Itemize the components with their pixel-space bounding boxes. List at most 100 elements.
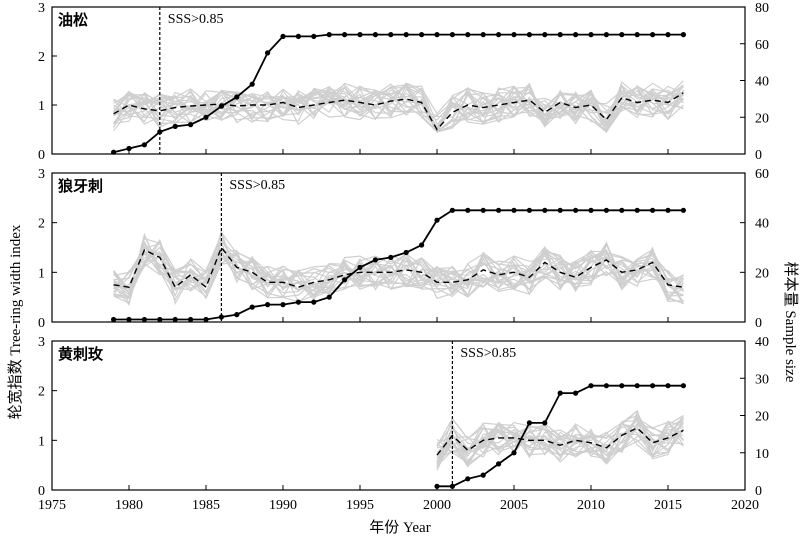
individual-series-group xyxy=(113,80,684,134)
sample-size-point xyxy=(573,207,579,213)
sample-size-point xyxy=(172,123,178,129)
y-left-tick-label: 3 xyxy=(38,167,45,182)
individual-series-line xyxy=(113,234,684,304)
sample-size-point xyxy=(342,277,348,283)
individual-series-line xyxy=(113,80,684,131)
sample-size-point xyxy=(218,314,224,320)
sample-size-point xyxy=(111,316,117,323)
individual-series-group xyxy=(436,409,684,471)
sample-size-point xyxy=(265,50,271,56)
sample-size-point xyxy=(157,316,163,323)
sample-size-point xyxy=(680,31,687,38)
sample-size-point xyxy=(372,31,378,38)
sample-size-point xyxy=(280,302,286,308)
y-right-tick-label: 20 xyxy=(755,111,769,126)
sample-size-point xyxy=(557,207,563,213)
sample-size-point xyxy=(295,33,301,40)
y-axis-left-label: 轮宽指数 Tree-ring width index xyxy=(7,224,24,419)
panels: SSS>0.85油松0123020406080SSS>0.85狼牙刺012302… xyxy=(38,1,769,499)
sample-size-point xyxy=(634,383,640,389)
x-tick-label: 1975 xyxy=(38,498,66,513)
sample-size-point xyxy=(665,207,671,213)
x-tick-label: 2020 xyxy=(731,498,759,513)
y-right-tick-label: 40 xyxy=(755,335,769,350)
sample-size-point xyxy=(480,472,486,478)
sample-size-point xyxy=(526,31,533,38)
y-right-tick-label: 40 xyxy=(755,217,769,232)
sample-size-point xyxy=(603,207,610,213)
individual-series-line xyxy=(113,238,684,302)
sample-size-point xyxy=(465,476,471,482)
sample-size-point xyxy=(249,81,255,87)
x-tick-label: 1985 xyxy=(192,498,220,513)
panel-species-label: 黄刺玫 xyxy=(58,345,104,363)
y-left-tick-label: 0 xyxy=(38,148,45,163)
x-axis: 1975 1980 1985 1990 1995 2000 2005 2010 2015 2020 xyxy=(38,498,759,513)
sample-size-point xyxy=(342,31,348,38)
x-tick-label: 2000 xyxy=(423,498,451,513)
y-right-tick-label: 80 xyxy=(755,1,769,16)
sample-size-point xyxy=(665,383,671,389)
x-tick-label: 1990 xyxy=(269,498,297,513)
individual-series-line xyxy=(113,245,684,305)
individual-series-line xyxy=(436,425,684,466)
sample-size-point xyxy=(357,264,363,270)
y-right-tick-label: 60 xyxy=(755,38,769,53)
sample-size-point xyxy=(403,31,409,38)
sample-size-point xyxy=(126,145,132,152)
sample-size-point xyxy=(557,31,563,38)
sample-size-point xyxy=(542,420,548,426)
y-right-tick-label: 30 xyxy=(755,372,769,387)
sample-size-point xyxy=(588,383,594,389)
sample-size-point xyxy=(511,450,517,456)
panel-2: SSS>0.85 狼牙刺 0 1 2 3 0 20 40 60 xyxy=(38,167,769,331)
y-left-tick-label: 3 xyxy=(38,335,45,350)
sample-size-point xyxy=(218,103,224,109)
y-left-tick-label: 0 xyxy=(38,316,45,331)
y-left-tick-label: 3 xyxy=(38,1,45,16)
individual-series-line xyxy=(436,422,684,465)
sample-size-point xyxy=(265,302,271,308)
y-left-tick-label: 1 xyxy=(38,266,45,281)
sample-size-point xyxy=(634,31,640,38)
y-right-tick-label: 0 xyxy=(755,484,762,499)
x-tick-label: 1995 xyxy=(346,498,374,513)
sample-size-point xyxy=(480,31,486,38)
sample-size-point xyxy=(496,461,502,467)
y-right-tick-label: 10 xyxy=(755,447,769,462)
y-axis-right-label: 样本量 Sample size xyxy=(782,262,799,383)
sample-size-point xyxy=(311,33,317,40)
sample-size-point xyxy=(573,390,579,396)
individual-series-group xyxy=(113,229,684,306)
individual-series-line xyxy=(113,82,684,129)
sample-size-point xyxy=(419,31,425,38)
panel-species-label: 油松 xyxy=(58,11,88,29)
sample-size-point xyxy=(326,294,332,300)
sample-size-point xyxy=(280,33,286,40)
individual-series-line xyxy=(113,85,684,134)
sample-size-point xyxy=(650,207,656,213)
y-right-tick-label: 0 xyxy=(755,148,762,163)
sample-size-point xyxy=(141,142,147,148)
y-left-tick-label: 2 xyxy=(38,50,45,65)
x-tick-label: 2015 xyxy=(654,498,682,513)
sample-size-point xyxy=(388,31,394,38)
sample-size-point xyxy=(311,299,317,305)
y-left-tick-label: 1 xyxy=(38,99,45,114)
y-left-tick-label: 2 xyxy=(38,217,45,232)
panel-frame xyxy=(51,172,746,323)
individual-series-line xyxy=(436,421,684,457)
sample-size-point xyxy=(619,383,625,389)
sample-size-point xyxy=(526,420,533,426)
sample-size-point xyxy=(326,31,332,38)
sss-threshold-label: SSS>0.85 xyxy=(168,12,224,27)
sample-size-point xyxy=(434,217,440,223)
individual-series-line xyxy=(113,237,684,303)
individual-series-line xyxy=(113,248,684,298)
x-tick-label: 2010 xyxy=(577,498,605,513)
individual-series-line xyxy=(436,409,684,461)
y-right-tick-label: 20 xyxy=(755,410,769,425)
y-left-tick-label: 2 xyxy=(38,385,45,400)
sample-size-point xyxy=(526,207,533,213)
